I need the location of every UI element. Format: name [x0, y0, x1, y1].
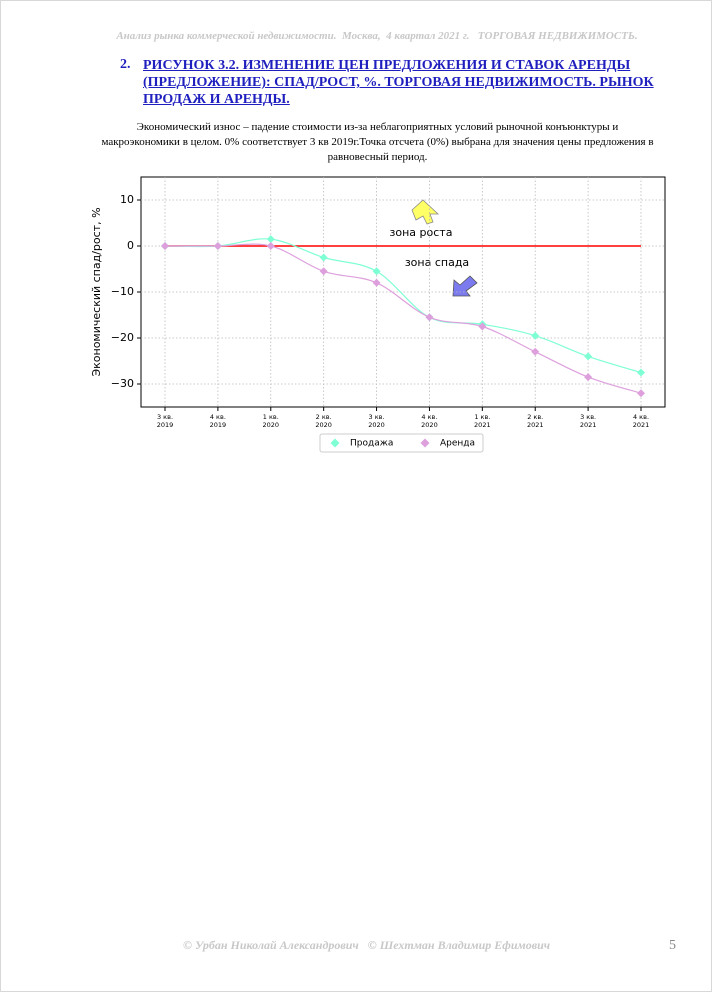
y-tick-label: −30 — [111, 377, 134, 390]
marker — [161, 242, 169, 250]
y-tick-label: −10 — [111, 285, 134, 298]
y-tick-label: −20 — [111, 331, 134, 344]
x-tick-label: 1 кв. 2020 — [262, 413, 280, 429]
description: Экономический износ – падение стоимости … — [101, 121, 654, 163]
legend-label: Продажа — [350, 439, 393, 449]
marker — [637, 368, 645, 377]
series-line — [164, 243, 642, 394]
x-tick-label: 2 кв. 2021 — [526, 413, 544, 429]
y-axis-label: Экономический спад/рост, % — [90, 207, 103, 376]
heading: РИСУНОК 3.2. ИЗМЕНЕНИЕ ЦЕН ПРЕДЛОЖЕНИЯ И… — [143, 58, 654, 107]
marker — [213, 242, 222, 250]
series-line — [164, 238, 642, 374]
marker — [584, 352, 593, 361]
marker — [372, 278, 381, 287]
x-tick-label: 2 кв. 2020 — [315, 413, 332, 429]
marker — [319, 253, 328, 262]
x-tick-label: 4 кв. 2019 — [209, 413, 227, 429]
marker — [266, 235, 275, 244]
legend-marker — [420, 438, 430, 448]
heading-number: 2. — [120, 57, 131, 72]
marker — [531, 331, 540, 340]
x-tick-label: 3 кв. 2019 — [156, 413, 174, 429]
page-number: 5 — [669, 938, 676, 953]
marker — [372, 267, 381, 276]
y-tick-label: 0 — [127, 239, 134, 252]
legend — [319, 433, 484, 453]
annotation: зона роста — [390, 226, 453, 239]
annotation: зона спада — [405, 256, 469, 269]
running-header: Анализ рынка коммерческой недвижимости. … — [116, 30, 638, 42]
x-tick-label: 1 кв. 2021 — [474, 413, 491, 429]
x-tick-label: 4 кв. 2020 — [421, 413, 438, 429]
x-tick-label: 3 кв. 2020 — [368, 413, 385, 429]
x-tick-label: 3 кв. 2021 — [579, 413, 597, 429]
y-tick-label: 10 — [120, 193, 134, 206]
marker — [584, 373, 593, 382]
x-tick-label: 4 кв. 2021 — [632, 413, 650, 429]
marker — [531, 347, 540, 356]
up-arrow — [411, 199, 440, 225]
marker — [637, 389, 645, 398]
legend-label: Аренда — [440, 439, 475, 449]
footer: © Урбан Николай Александрович © Шехтман … — [183, 938, 551, 952]
legend-marker — [330, 438, 340, 448]
marker — [266, 242, 275, 250]
marker — [478, 322, 487, 331]
down-arrow — [452, 275, 478, 297]
marker — [425, 313, 434, 322]
marker — [319, 267, 328, 276]
